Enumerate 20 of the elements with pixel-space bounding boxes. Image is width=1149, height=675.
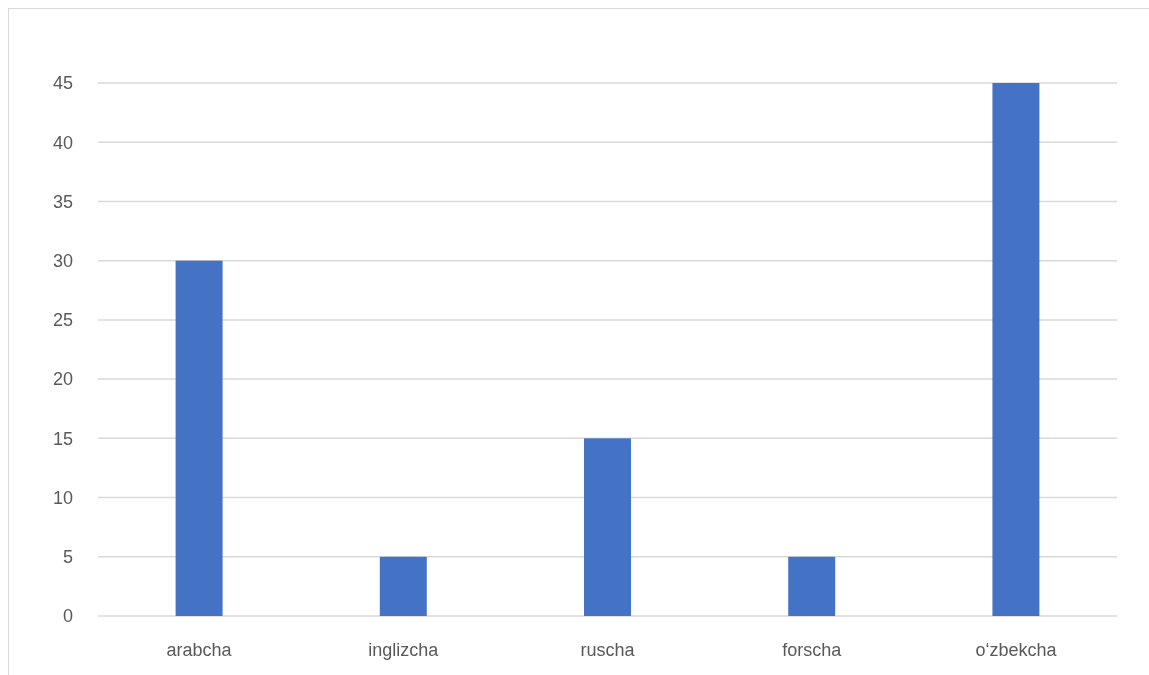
x-tick-label: forscha [782,640,843,660]
x-tick-label: ruscha [580,640,636,660]
bar [584,438,631,616]
y-tick-label: 15 [52,428,73,449]
y-tick-label: 20 [52,369,73,390]
bar [379,556,427,616]
y-tick-label: 30 [52,250,73,271]
bar [992,83,1040,616]
y-tick-label: 10 [52,487,73,508]
y-tick-label: 45 [52,73,73,94]
x-tick-label: arabcha [166,640,233,660]
y-tick-label: 0 [62,606,73,627]
y-tick-label: 40 [52,132,73,153]
y-tick-label: 25 [52,310,73,331]
y-tick-label: 5 [62,547,73,568]
x-tick-label: inglizcha [368,640,440,660]
bar [175,260,223,616]
bar [788,556,836,616]
y-tick-label: 35 [52,191,73,212]
x-tick-label: o‘zbekcha [975,640,1058,660]
